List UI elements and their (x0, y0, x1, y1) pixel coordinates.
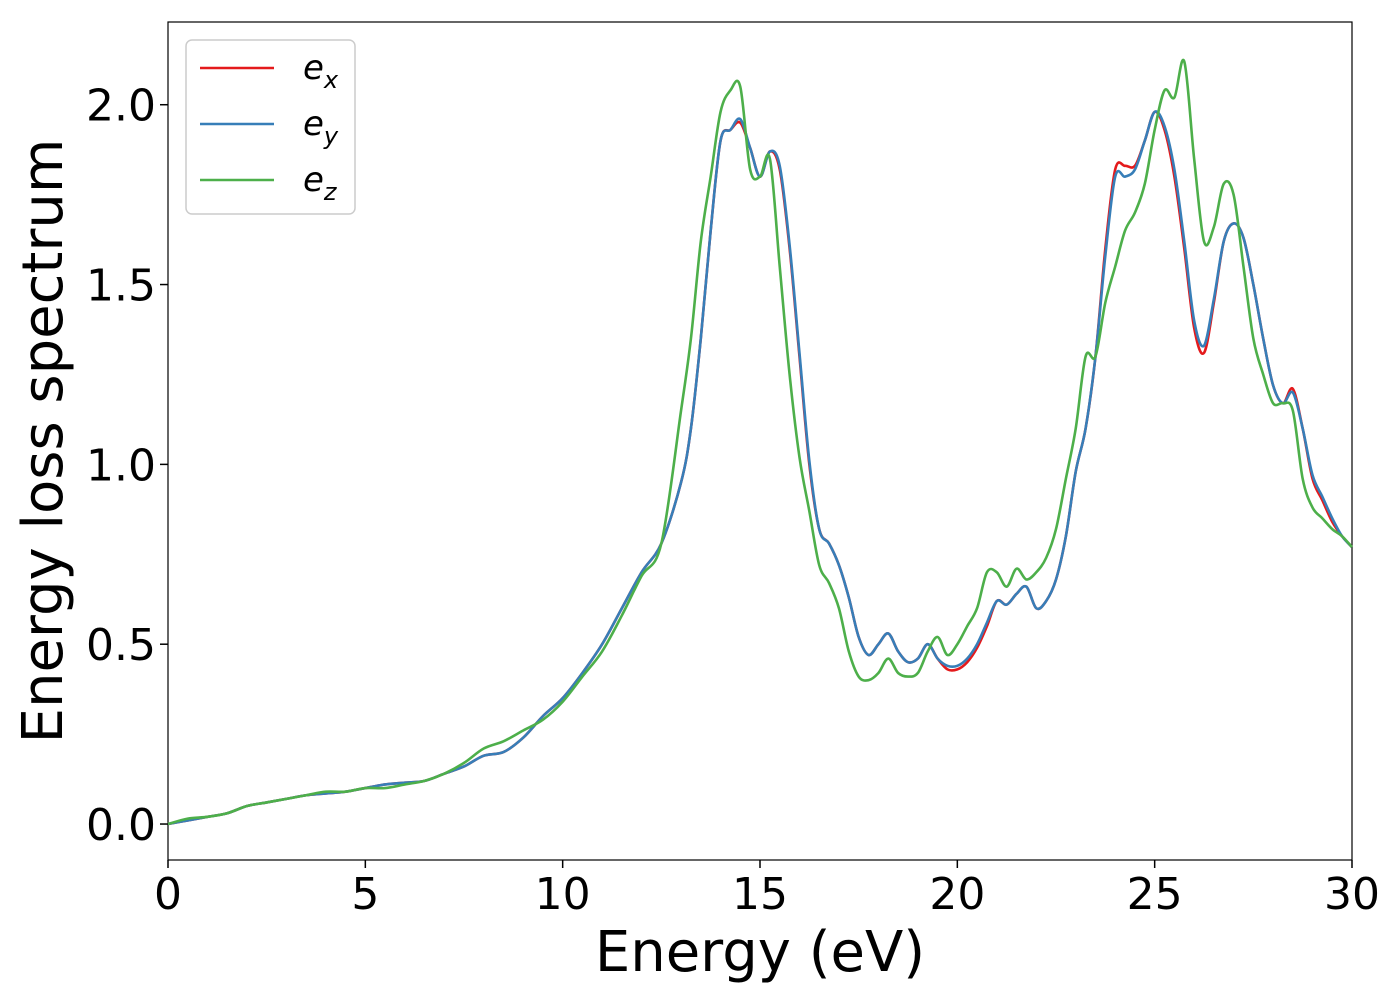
series-line-y (167, 110, 1353, 826)
x-tick-label: 30 (1324, 869, 1380, 920)
y-tick-label: 1.5 (86, 261, 156, 312)
plot-area (167, 21, 1353, 861)
legend-label-x: ex (303, 48, 339, 94)
y-axis-ticks: 0.0 0.5 1.0 1.5 2.0 (86, 81, 168, 851)
y-tick-label: 1.0 (86, 440, 156, 491)
y-axis-label: Energy loss spectrum (11, 139, 76, 744)
y-tick-label: 2.0 (86, 81, 156, 132)
y-tick-label: 0.5 (86, 620, 156, 671)
x-tick-label: 15 (732, 869, 788, 920)
legend: ex ey ez (185, 39, 356, 215)
legend-frame (185, 39, 356, 215)
x-tick-label: 10 (535, 869, 591, 920)
x-axis-label: Energy (eV) (595, 920, 925, 985)
x-tick-label: 25 (1127, 869, 1183, 920)
x-tick-label: 5 (351, 869, 379, 920)
legend-label-y: ey (303, 104, 339, 150)
x-tick-label: 20 (929, 869, 985, 920)
x-tick-label: 0 (154, 869, 182, 920)
x-axis-ticks: 0 5 10 15 20 25 30 (154, 860, 1380, 920)
legend-entries: ex ey ez (200, 48, 339, 206)
series-layer (167, 58, 1353, 826)
legend-label-z: ez (303, 160, 338, 206)
series-line-z (167, 58, 1353, 826)
y-tick-label: 0.0 (86, 800, 156, 851)
